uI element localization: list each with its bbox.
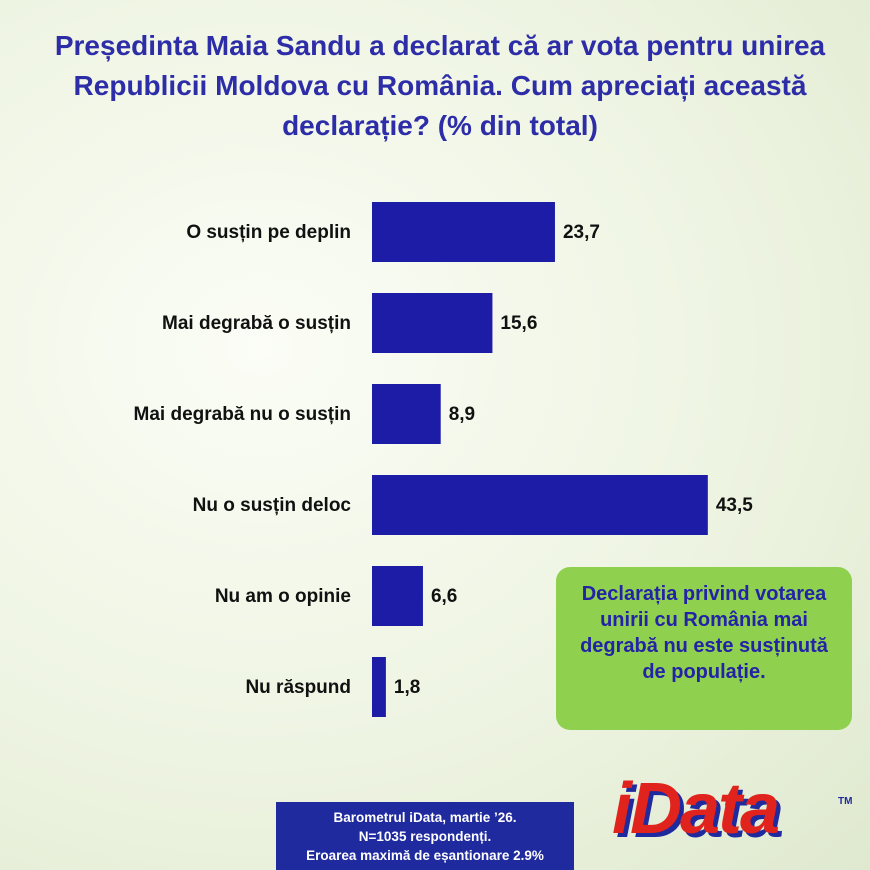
category-label: Nu răspund — [245, 677, 351, 698]
bar — [372, 384, 441, 444]
bar — [372, 202, 555, 262]
source-line: Barometrul iData, martie ’26. — [333, 810, 517, 825]
value-label: 6,6 — [431, 586, 457, 607]
value-label: 15,6 — [500, 313, 537, 334]
category-label: Mai degrabă o susțin — [162, 313, 351, 334]
value-label: 8,9 — [449, 404, 475, 425]
bar — [372, 657, 386, 717]
category-label: Nu o susțin deloc — [193, 495, 352, 516]
bar — [372, 475, 708, 535]
value-label: 43,5 — [716, 495, 753, 516]
chart-title: Președinta Maia Sandu a declarat că ar v… — [54, 30, 826, 141]
source-line: Eroarea maximă de eșantionare 2.9% — [306, 848, 544, 863]
category-label: Mai degrabă nu o susțin — [134, 404, 351, 425]
value-label: 23,7 — [563, 222, 600, 243]
annotation: Declarația privind votarea unirii cu Rom… — [556, 567, 852, 730]
source-box: Barometrul iData, martie ’26. N=1035 res… — [276, 802, 574, 870]
category-label: O susțin pe deplin — [186, 222, 351, 243]
category-label: Nu am o opinie — [215, 586, 351, 607]
bar — [372, 566, 423, 626]
logo: iData — [612, 769, 780, 849]
bar — [372, 293, 493, 353]
value-label: 1,8 — [394, 677, 420, 698]
source-line: N=1035 respondenți. — [358, 829, 492, 844]
logo-mark: TM — [838, 796, 853, 807]
